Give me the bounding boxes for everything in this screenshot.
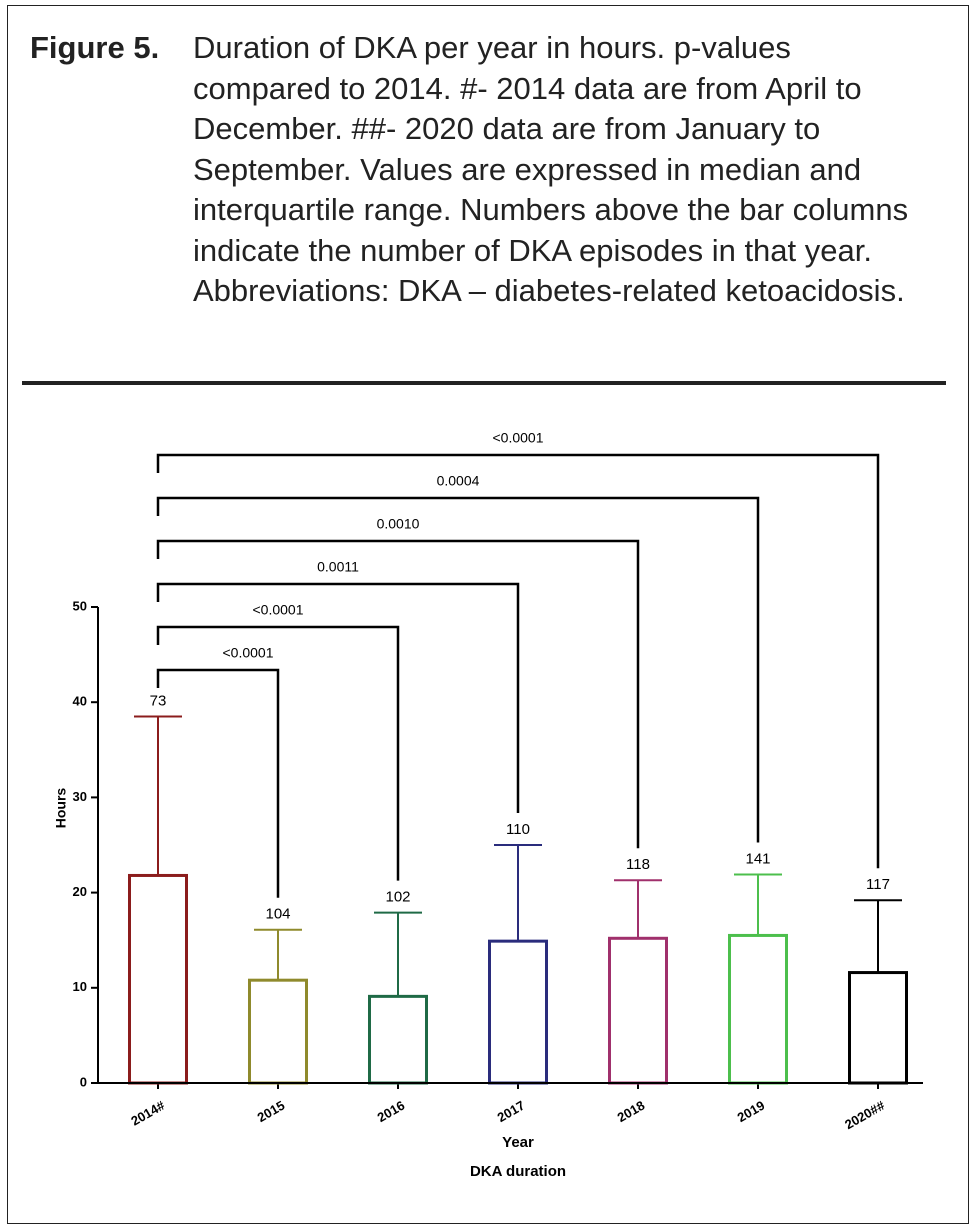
y-tick-label: 20 xyxy=(73,884,87,899)
count-label: 73 xyxy=(150,692,167,709)
significance-bracket xyxy=(156,453,880,869)
x-axis-label: Year xyxy=(502,1134,534,1151)
p-value-label: 0.0010 xyxy=(377,516,420,532)
frame xyxy=(7,5,969,1224)
count-label: 118 xyxy=(626,856,650,873)
significance-bracket xyxy=(156,582,520,813)
x-tick-label: 2020## xyxy=(842,1097,888,1132)
bar xyxy=(608,936,668,1085)
figure-label: Figure 5. xyxy=(30,30,160,65)
p-value-label: 0.0011 xyxy=(317,559,359,575)
significance-bracket xyxy=(156,668,280,898)
count-label: 104 xyxy=(265,906,290,923)
chart-subtitle: DKA duration xyxy=(470,1163,566,1180)
x-tick-label: 2016 xyxy=(375,1098,408,1125)
p-value-label: <0.0001 xyxy=(253,602,304,618)
y-tick-label: 40 xyxy=(73,694,87,709)
count-label: 117 xyxy=(866,876,890,893)
significance-bracket xyxy=(156,539,640,849)
separator xyxy=(22,381,946,385)
count-label: 102 xyxy=(385,889,410,906)
bar xyxy=(848,971,908,1085)
y-tick-label: 30 xyxy=(73,789,87,804)
count-label: 110 xyxy=(506,821,530,838)
p-value-label: <0.0001 xyxy=(493,430,544,446)
p-value-label: 0.0004 xyxy=(437,473,480,489)
y-tick-label: 0 xyxy=(80,1074,87,1089)
caption: Duration of DKA per year in hours. p-val… xyxy=(193,30,909,308)
bar xyxy=(128,873,188,1085)
x-tick-label: 2015 xyxy=(255,1098,288,1125)
x-tick-label: 2017 xyxy=(495,1098,528,1125)
count-label: 141 xyxy=(745,850,770,867)
bar xyxy=(368,994,428,1085)
p-value-label: <0.0001 xyxy=(223,645,274,661)
significance-bracket xyxy=(156,625,400,881)
x-tick-label: 2014# xyxy=(128,1097,167,1128)
caption-block: Figure 5. Duration of DKA per year in ho… xyxy=(30,28,940,312)
bar xyxy=(248,978,308,1085)
bar xyxy=(728,933,788,1085)
significance-bracket xyxy=(156,496,760,843)
x-tick-label: 2019 xyxy=(735,1098,768,1125)
y-tick-label: 50 xyxy=(73,598,87,613)
x-tick-label: 2018 xyxy=(615,1098,648,1125)
bar xyxy=(488,939,548,1085)
y-tick-label: 10 xyxy=(73,979,87,994)
y-axis-label: Hours xyxy=(53,788,69,829)
